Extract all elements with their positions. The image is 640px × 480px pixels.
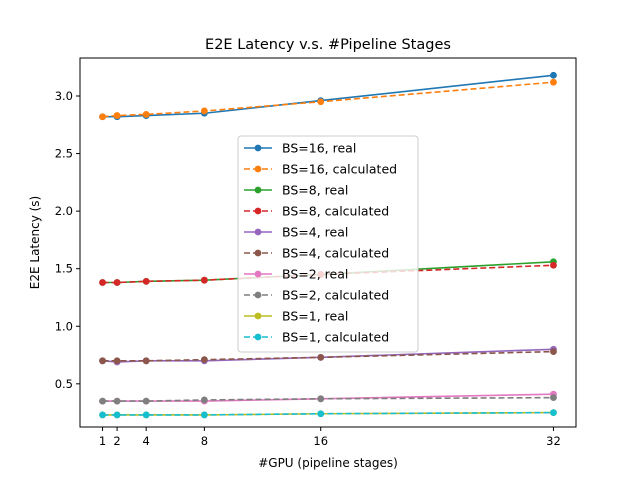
y-tick-label: 2.0 — [55, 204, 73, 218]
y-tick-label: 1.0 — [55, 319, 73, 333]
data-point — [317, 98, 325, 106]
legend-swatch-marker — [254, 228, 262, 236]
legend-label: BS=8, real — [282, 183, 348, 198]
series — [99, 409, 557, 419]
data-point — [317, 395, 325, 403]
data-point — [142, 111, 150, 118]
data-point — [200, 107, 208, 115]
legend-swatch-marker — [254, 270, 262, 278]
data-point — [113, 397, 121, 405]
x-tick-label: 1 — [99, 434, 106, 448]
y-tick-label: 1.5 — [55, 262, 73, 276]
data-point — [99, 279, 106, 286]
legend-item: BS=4, real — [244, 225, 348, 240]
data-point — [99, 113, 106, 121]
y-tick-label: 3.0 — [55, 89, 73, 103]
y-tick-label: 2.5 — [55, 147, 73, 161]
axes-frame — [79, 57, 577, 428]
legend-item: BS=4, calculated — [244, 246, 389, 261]
data-point — [99, 357, 106, 365]
legend-swatch-marker — [254, 144, 262, 152]
data-point — [550, 78, 557, 86]
data-point — [142, 411, 150, 419]
data-point — [200, 276, 208, 284]
legend-swatch-marker — [254, 207, 262, 215]
series-line — [102, 74, 554, 118]
series — [99, 348, 557, 365]
legend-label: BS=16, calculated — [282, 162, 397, 177]
legend-item: BS=2, calculated — [244, 288, 389, 303]
legend-label: BS=1, real — [282, 309, 348, 324]
legend-label: BS=16, real — [282, 141, 356, 156]
x-tick-label: 32 — [546, 434, 561, 448]
legend-label: BS=4, real — [282, 225, 348, 240]
x-tick-label: 8 — [201, 434, 208, 448]
series-line — [102, 411, 554, 416]
x-tick-label: 2 — [113, 434, 120, 448]
chart-title: E2E Latency v.s. #Pipeline Stages — [205, 37, 451, 53]
x-tick-label: 16 — [313, 434, 328, 448]
series — [99, 394, 557, 405]
legend-swatch-marker — [254, 165, 262, 173]
x-axis-label: #GPU (pipeline stages) — [258, 456, 398, 470]
x-tick-label: 4 — [143, 434, 150, 448]
data-point — [113, 112, 121, 119]
data-point — [113, 279, 121, 286]
data-point — [550, 409, 557, 417]
y-axis: 0.5 1.0 1.5 2.0 2.5 3.0 — [55, 89, 80, 391]
legend-label: BS=2, real — [282, 267, 348, 282]
data-point — [200, 356, 208, 364]
data-point — [99, 411, 106, 419]
series-line — [102, 350, 554, 362]
legend-box — [237, 135, 419, 353]
x-axis: 1 2 4 8 16 32 — [99, 427, 561, 448]
data-point — [200, 396, 208, 404]
data-point — [113, 411, 121, 419]
legend-swatch-marker — [254, 249, 262, 257]
legend-swatch-marker — [254, 291, 262, 299]
legend-label: BS=4, calculated — [282, 246, 389, 261]
data-point — [142, 357, 150, 365]
data-point — [550, 348, 557, 355]
data-point — [550, 394, 557, 402]
legend-label: BS=1, calculated — [282, 330, 389, 345]
y-tick-label: 0.5 — [55, 377, 73, 391]
legend-swatch-marker — [254, 186, 262, 194]
data-point — [200, 411, 208, 419]
legend-label: BS=8, calculated — [282, 204, 389, 219]
data-point — [317, 410, 325, 418]
legend-item: BS=1, calculated — [244, 330, 389, 345]
data-point — [550, 261, 557, 269]
series — [99, 78, 557, 121]
series — [99, 390, 557, 405]
legend-item: BS=16, real — [244, 141, 356, 156]
legend-swatch-marker — [254, 312, 262, 320]
data-point — [99, 397, 106, 405]
data-point — [142, 397, 150, 405]
series-line — [102, 396, 554, 402]
legend: BS=16, real BS=16, calculated BS=8, real BS… — [237, 135, 419, 353]
legend-item: BS=1, real — [244, 309, 348, 324]
legend-label: BS=2, calculated — [282, 288, 389, 303]
y-axis-label: E2E Latency (s) — [28, 196, 42, 289]
legend-item: BS=2, real — [244, 267, 348, 282]
legend-item: BS=16, calculated — [244, 162, 397, 177]
data-point — [317, 353, 325, 361]
data-point — [142, 277, 150, 285]
data-point — [113, 357, 121, 365]
legend-item: BS=8, real — [244, 183, 348, 198]
legend-swatch-marker — [254, 333, 262, 341]
data-point — [550, 71, 557, 79]
legend-item: BS=8, calculated — [244, 204, 389, 219]
